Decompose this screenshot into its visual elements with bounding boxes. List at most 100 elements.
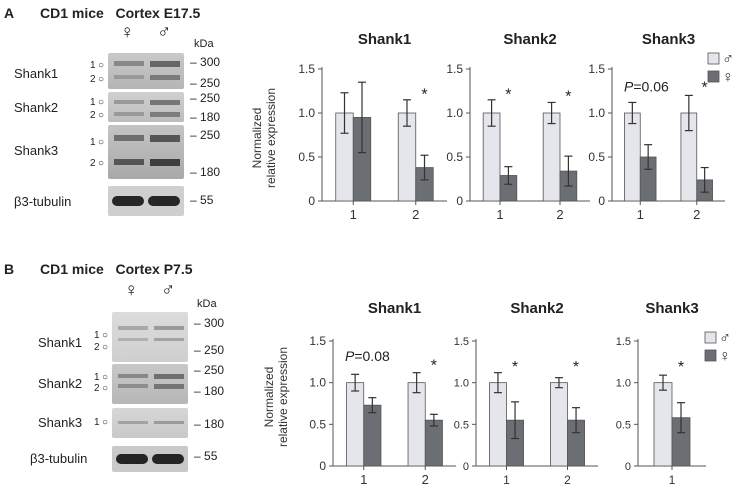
- blot-shank3: [108, 125, 184, 179]
- significance-star: *: [702, 80, 708, 97]
- p-value-annotation: P=0.06: [624, 79, 669, 95]
- band-number: 2: [94, 342, 100, 353]
- significance-star: *: [431, 357, 437, 374]
- y-tick-label: 0.5: [309, 417, 326, 431]
- panel-label: B: [4, 261, 15, 277]
- legend-swatch: [704, 331, 717, 344]
- mw-marker: – 180: [190, 110, 221, 124]
- bar: [624, 112, 641, 202]
- y-axis-label: Normalizedrelative expression: [250, 88, 278, 188]
- mw-marker: – 250: [194, 343, 225, 357]
- legend-label: ♀: [719, 348, 731, 365]
- x-tick-label: 2: [693, 207, 700, 222]
- chart-b-shank2: Shank2 0 0.5 1.0 1.5 1 2 * *: [454, 300, 598, 487]
- kda-label: kDa: [197, 298, 217, 310]
- y-tick-label: 1.5: [454, 336, 469, 348]
- y-tick-label: 0: [319, 459, 326, 473]
- blot-shank1: [112, 312, 188, 362]
- legend-label: ♂: [719, 330, 731, 347]
- y-tick-label: 1.0: [616, 378, 631, 390]
- x-tick-label: 2: [564, 473, 571, 487]
- mw-marker: – 250: [194, 363, 225, 377]
- male-symbol: ♂: [161, 280, 176, 301]
- y-tick-label: 1.5: [616, 336, 631, 348]
- blot-shank2: [108, 92, 184, 122]
- band-number: 1: [94, 372, 100, 383]
- band-number: 1: [90, 97, 96, 108]
- chart-b-shank3: Shank3 0 0.5 1.0 1.5 1 * ♂♀: [616, 300, 731, 487]
- x-tick-label: 2: [412, 207, 419, 222]
- mw-marker: – 180: [194, 384, 225, 398]
- band-number: 2: [90, 158, 96, 169]
- x-tick-label: 2: [556, 207, 563, 222]
- row-label-shank2: Shank2: [38, 376, 83, 391]
- x-tick-label: 2: [422, 472, 429, 487]
- band-number: 1: [94, 417, 100, 428]
- mw-marker: – 250: [190, 76, 221, 90]
- bar: [653, 382, 673, 467]
- row-label-shank1: Shank1: [14, 66, 59, 81]
- chart-title: Shank2: [503, 31, 556, 48]
- mw-marker: – 300: [194, 316, 225, 330]
- y-tick-label: 1.0: [309, 376, 326, 390]
- legend-label: ♂: [722, 51, 734, 68]
- significance-star: *: [573, 359, 579, 376]
- row-label-shank3: Shank3: [14, 143, 59, 158]
- male-symbol: ♂: [157, 22, 172, 43]
- x-tick-label: 1: [360, 472, 367, 487]
- y-tick-label: 1.0: [298, 106, 315, 120]
- panel-label: A: [4, 5, 15, 21]
- band-number: 2: [90, 110, 96, 121]
- y-tick-label: 0: [308, 194, 315, 208]
- blot-shank2: [112, 364, 188, 404]
- x-tick-label: 1: [669, 473, 676, 487]
- y-tick-label: 0.5: [616, 419, 631, 431]
- panel-a: A CD1 mice Cortex E17.5 ♀ ♂ kDa Shank1 S…: [0, 0, 740, 247]
- y-tick-label: 1.5: [588, 62, 605, 76]
- y-tick-label: 0.5: [446, 150, 463, 164]
- significance-star: *: [565, 88, 571, 105]
- mw-marker: – 250: [190, 128, 221, 142]
- chart-title: Shank3: [645, 300, 698, 317]
- panel-b: B CD1 mice Cortex P7.5 ♀ ♂ kDa Shank1 Sh…: [0, 250, 740, 497]
- y-tick-label: 1.5: [309, 334, 326, 348]
- p-value-annotation: P=0.08: [345, 348, 390, 364]
- significance-star: *: [512, 359, 518, 376]
- band-number: 2: [94, 383, 100, 394]
- female-symbol: ♀: [124, 280, 139, 301]
- y-tick-label: 0: [463, 461, 469, 473]
- panel-title: CD1 mice Cortex E17.5: [40, 5, 201, 21]
- row-label-shank2: Shank2: [14, 100, 59, 115]
- y-tick-label: 1.0: [588, 106, 605, 120]
- row-label-beta3-tubulin: β3-tubulin: [30, 451, 88, 466]
- blot-beta3-tubulin: [108, 186, 184, 216]
- mw-marker: – 250: [190, 91, 221, 105]
- significance-star: *: [505, 87, 511, 104]
- y-tick-label: 1.0: [446, 106, 463, 120]
- mw-marker: – 55: [190, 193, 214, 207]
- chart-a-shank3: Shank3 0 0.5 1.0 1.5 1 2 P=0.06 * ♂♀: [588, 31, 734, 222]
- female-symbol: ♀: [120, 22, 135, 43]
- band-number: 2: [90, 74, 96, 85]
- x-tick-label: 1: [496, 207, 503, 222]
- band-number: 1: [94, 330, 100, 341]
- panel-title: CD1 mice Cortex P7.5: [40, 261, 193, 277]
- mw-marker: – 180: [194, 417, 225, 431]
- y-tick-label: 0: [456, 194, 463, 208]
- mw-marker: – 300: [190, 55, 221, 69]
- blot-shank1: [108, 53, 184, 89]
- band-number: 1: [90, 60, 96, 71]
- mw-marker: – 55: [194, 449, 218, 463]
- x-tick-label: 1: [503, 473, 510, 487]
- y-tick-label: 1.0: [454, 378, 469, 390]
- y-axis-label: Normalizedrelative expression: [262, 347, 290, 447]
- blot-beta3-tubulin: [112, 446, 188, 472]
- y-tick-label: 0.5: [298, 150, 315, 164]
- x-tick-label: 1: [637, 207, 644, 222]
- y-tick-label: 1.5: [446, 62, 463, 76]
- legend-label: ♀: [722, 69, 734, 86]
- y-tick-label: 0.5: [454, 419, 469, 431]
- y-tick-label: 0: [598, 194, 605, 208]
- blot-shank3: [112, 408, 188, 438]
- mw-marker: – 180: [190, 165, 221, 179]
